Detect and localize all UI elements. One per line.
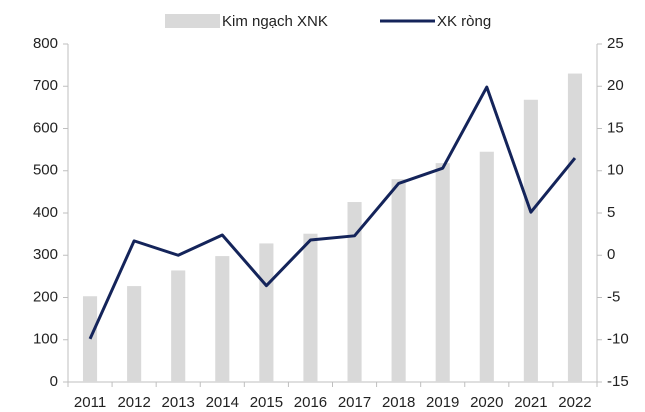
y2-tick-label: 10 — [607, 162, 624, 179]
y2-tick-label: -10 — [607, 331, 629, 348]
y-tick-label: 500 — [33, 162, 58, 179]
bar — [127, 286, 142, 382]
bar — [215, 256, 230, 382]
x-tick-label: 2014 — [206, 394, 239, 411]
x-tick-label: 2012 — [117, 394, 150, 411]
legend-label: XK ròng — [437, 13, 491, 30]
x-tick-label: 2021 — [514, 394, 547, 411]
x-tick-label: 2011 — [74, 394, 106, 411]
y2-tick-label: 20 — [607, 77, 624, 94]
x-tick-label: 2019 — [426, 394, 459, 411]
y-tick-label: 600 — [33, 119, 58, 136]
y-tick-label: 700 — [33, 77, 58, 94]
bar — [567, 73, 583, 382]
x-tick-label: 2017 — [338, 394, 371, 411]
bar — [171, 270, 186, 382]
bar — [479, 151, 494, 382]
bar — [435, 163, 450, 382]
x-tick-label: 2015 — [250, 394, 283, 411]
y-tick-label: 0 — [50, 373, 58, 390]
legend-swatch — [165, 14, 220, 28]
y-tick-label: 800 — [33, 35, 58, 52]
bar — [523, 99, 538, 383]
y2-tick-label: 0 — [607, 246, 615, 263]
bar — [391, 179, 406, 382]
y-tick-label: 400 — [33, 204, 58, 221]
x-tick-label: 2013 — [162, 394, 195, 411]
y-tick-label: 300 — [33, 246, 58, 263]
bar — [82, 296, 98, 382]
bar — [303, 233, 318, 382]
y2-tick-label: -15 — [607, 373, 629, 390]
y-tick-label: 200 — [33, 288, 58, 305]
line — [88, 85, 577, 340]
y-tick-label: 100 — [33, 331, 58, 348]
x-tick-label: 2022 — [558, 394, 591, 411]
x-tick-label: 2018 — [382, 394, 415, 411]
x-tick-label: 2020 — [470, 394, 503, 411]
bar — [259, 243, 274, 382]
y2-tick-label: 25 — [607, 35, 624, 52]
bar — [347, 202, 362, 382]
y2-tick-label: 15 — [607, 119, 624, 136]
x-tick-label: 2016 — [294, 394, 327, 411]
y2-tick-label: -5 — [607, 288, 620, 305]
legend-label: Kim ngạch XNK — [222, 13, 328, 30]
y2-tick-label: 5 — [607, 204, 615, 221]
